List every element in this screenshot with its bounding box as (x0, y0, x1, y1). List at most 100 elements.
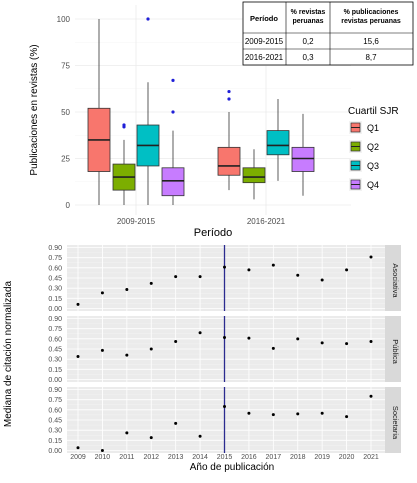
scatter-y-axis-title: Mediana de citación normalizada (3, 280, 14, 427)
data-point (320, 278, 324, 282)
data-point (271, 413, 275, 417)
data-point (369, 255, 373, 259)
x-tick-label: 2010 (95, 454, 111, 461)
data-point (296, 273, 300, 277)
data-point (223, 404, 226, 408)
x-tick-label: 2016 (241, 454, 257, 461)
data-point (149, 281, 153, 285)
table-header-cell: % publicaciones revistas peruanas (341, 9, 401, 25)
scatter-chart: 0.000.150.300.450.600.750.90Asociativa0.… (3, 245, 401, 473)
x-tick-label: 2013 (168, 454, 184, 461)
y-tick-label: 0.00 (48, 377, 62, 384)
scatter-x-tick-labels: 2009 2010 2011 2012 2013 2014 2015 2016 2017 2018… (70, 454, 379, 461)
boxplot-gridlines (75, 5, 351, 215)
y-tick-label: 0.45 (48, 347, 62, 354)
x-tick-label: 2016-2021 (247, 217, 286, 226)
boxplot-x-tick-labels: 2009-2015 2016-2021 (117, 217, 286, 226)
box-q3 (266, 130, 290, 156)
y-tick-label: 0.30 (48, 286, 62, 293)
y-tick-label: 0.30 (48, 428, 62, 435)
data-point (345, 268, 349, 272)
outlier-point (122, 123, 126, 127)
outlier-point (227, 97, 231, 101)
data-point (223, 335, 226, 339)
table-header-cell: % revistas peruanas (291, 9, 326, 25)
data-point (369, 394, 373, 398)
data-point (125, 288, 129, 292)
legend-label-q2: Q2 (367, 142, 379, 152)
outlier-point (171, 78, 175, 82)
facet-strip-label: Pública (391, 339, 400, 364)
legend-title: Cuartil SJR (348, 106, 399, 117)
table-cell: 0,2 (302, 37, 314, 46)
y-tick-label: 0 (66, 201, 71, 210)
table-header-cell: Período (250, 14, 278, 23)
data-point (247, 268, 251, 272)
data-point (76, 302, 80, 306)
data-point (198, 434, 202, 438)
box-q1 (217, 146, 241, 176)
legend-items: Q1 Q2 Q3 Q4 (349, 121, 379, 191)
x-tick-label: 2012 (143, 454, 159, 461)
data-point (100, 291, 104, 295)
y-tick-label: 0.00 (48, 306, 62, 313)
y-tick-label: 0.90 (48, 316, 62, 323)
table-header-line: % revistas (291, 9, 326, 16)
y-tick-label: 50 (61, 108, 70, 117)
y-tick-label: 0.15 (48, 438, 62, 445)
table-header-line: % publicaciones (344, 9, 399, 16)
y-tick-label: 0.90 (48, 245, 62, 252)
boxplot-chart: 0 25 50 75 100 2009-2015 2016-2021 Período Pu… (29, 1, 414, 239)
outlier-point (227, 89, 231, 94)
facet-panel-asociativa: 0.00 0.15 0.30 0.45 0.60 0.75 0.90 Asociativa (48, 245, 401, 313)
boxplot-y-axis-title: Publicaciones en revistas (%) (29, 44, 40, 175)
data-point (174, 421, 178, 425)
data-point (271, 263, 275, 267)
data-point (174, 275, 178, 279)
box-q4 (291, 146, 315, 172)
table-cell: 15,6 (363, 37, 379, 46)
data-point (296, 412, 300, 416)
y-tick-label: 0.00 (48, 448, 62, 455)
data-point (125, 431, 129, 435)
x-tick-label: 2020 (339, 454, 355, 461)
legend-label-q3: Q3 (367, 161, 379, 171)
data-point (223, 265, 226, 269)
data-point (345, 415, 349, 419)
y-tick-label: 0.75 (48, 326, 62, 333)
y-tick-label: 0.90 (48, 387, 62, 394)
table-header-line: peruanas (292, 18, 323, 25)
box-q4 (161, 167, 185, 197)
table-cell: 2016-2021 (245, 53, 284, 62)
table-border (242, 1, 414, 66)
scatter-x-axis-title: Año de publicación (190, 462, 275, 473)
facet-panel-pública: 0.00 0.15 0.30 0.45 0.60 0.75 0.90 Pública (48, 316, 401, 384)
data-point (125, 353, 129, 357)
data-point (76, 446, 80, 450)
data-point (247, 336, 251, 340)
y-tick-label: 0.45 (48, 276, 62, 283)
y-tick-label: 0.75 (48, 397, 62, 404)
y-tick-label: 0.75 (48, 255, 62, 262)
outlier-point (146, 17, 150, 21)
data-point (100, 449, 104, 452)
y-tick-label: 25 (61, 155, 70, 164)
y-tick-label: 0.15 (48, 367, 62, 374)
boxplot-x-axis-title: Período (194, 227, 233, 239)
data-point (271, 346, 275, 350)
y-tick-label: 0.30 (48, 357, 62, 364)
data-point (320, 341, 324, 345)
x-tick-label: 2009 (70, 454, 86, 461)
boxplot-y-tick-labels: 0 25 50 75 100 (57, 15, 71, 210)
facet-strip-label: Societaria (391, 406, 400, 440)
x-tick-label: 2021 (363, 454, 379, 461)
data-point (100, 348, 104, 352)
y-tick-label: 75 (61, 62, 70, 71)
boxplot-boxes (87, 17, 315, 205)
legend: Cuartil SJR Q1 Q2 Q3 Q4 (348, 106, 399, 191)
facet-strip (385, 316, 401, 382)
x-tick-label: 2015 (217, 454, 233, 461)
data-point (345, 342, 349, 346)
x-tick-label: 2019 (314, 454, 330, 461)
